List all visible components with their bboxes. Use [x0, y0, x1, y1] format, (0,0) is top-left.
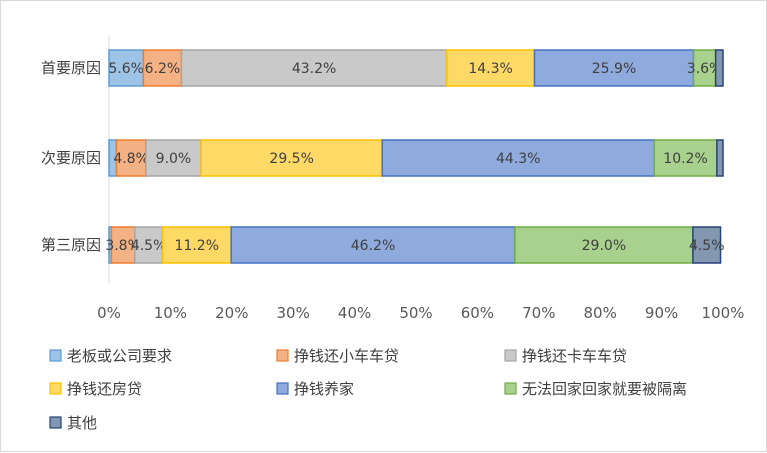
data-label: 4.8%	[113, 151, 149, 167]
bar-segment	[180, 49, 448, 87]
legend-label: 其他	[67, 414, 97, 432]
legend-swatch	[49, 416, 62, 429]
legend-label: 挣钱还小车车贷	[294, 347, 399, 365]
legend-swatch	[49, 349, 62, 362]
data-label: 25.9%	[592, 61, 636, 77]
x-tick-label: 20%	[215, 304, 248, 322]
data-label: 3.8%	[105, 238, 141, 254]
legend-swatch	[504, 349, 517, 362]
legend-label: 老板或公司要求	[67, 347, 172, 365]
data-label: 14.3%	[468, 61, 512, 77]
x-tick-label: 100%	[702, 304, 745, 322]
bar-segment	[714, 49, 724, 87]
legend-label: 挣钱还卡车车贷	[522, 347, 627, 365]
x-tick-label: 0%	[97, 304, 121, 322]
data-label: 29.0%	[582, 238, 626, 254]
bar-segment	[514, 226, 694, 264]
data-label: 11.2%	[175, 238, 219, 254]
x-tick-label: 60%	[461, 304, 494, 322]
data-label: 3.6%	[687, 61, 723, 77]
legend-swatch	[49, 382, 62, 395]
bar-segment	[716, 139, 724, 177]
data-label: 6.2%	[145, 61, 181, 77]
x-tick-label: 70%	[522, 304, 555, 322]
data-label: 29.5%	[269, 151, 313, 167]
bar-segment	[145, 139, 202, 177]
bar-segment	[381, 139, 655, 177]
legend-label: 挣钱还房贷	[67, 380, 142, 398]
x-tick-label: 40%	[338, 304, 371, 322]
legend-label: 挣钱养家	[294, 380, 354, 398]
legend-label: 无法回家回家就要被隔离	[522, 380, 687, 398]
legend-swatch	[276, 349, 289, 362]
bar-segment	[692, 226, 722, 264]
legend-swatch	[504, 382, 517, 395]
x-tick-label: 80%	[584, 304, 617, 322]
legend-swatch	[276, 382, 289, 395]
x-tick-label: 30%	[277, 304, 310, 322]
bar-segment	[134, 226, 164, 264]
data-label: 9.0%	[156, 151, 192, 167]
bar-segment	[653, 139, 718, 177]
x-tick-label: 10%	[154, 304, 187, 322]
category-label: 首要原因	[41, 59, 101, 77]
data-label: 46.2%	[351, 238, 395, 254]
x-tick-label: 50%	[399, 304, 432, 322]
category-label: 第三原因	[41, 236, 101, 254]
data-label: 10.2%	[663, 151, 707, 167]
x-tick-label: 90%	[645, 304, 678, 322]
bar-segment	[230, 226, 516, 264]
data-label: 5.6%	[108, 61, 144, 77]
data-label: 43.2%	[292, 61, 336, 77]
bar-segment	[142, 49, 183, 87]
bar-segment	[200, 139, 383, 177]
category-label: 次要原因	[41, 149, 101, 167]
data-label: 44.3%	[496, 151, 540, 167]
data-label: 4.5%	[689, 238, 725, 254]
data-label: 4.5%	[131, 238, 167, 254]
